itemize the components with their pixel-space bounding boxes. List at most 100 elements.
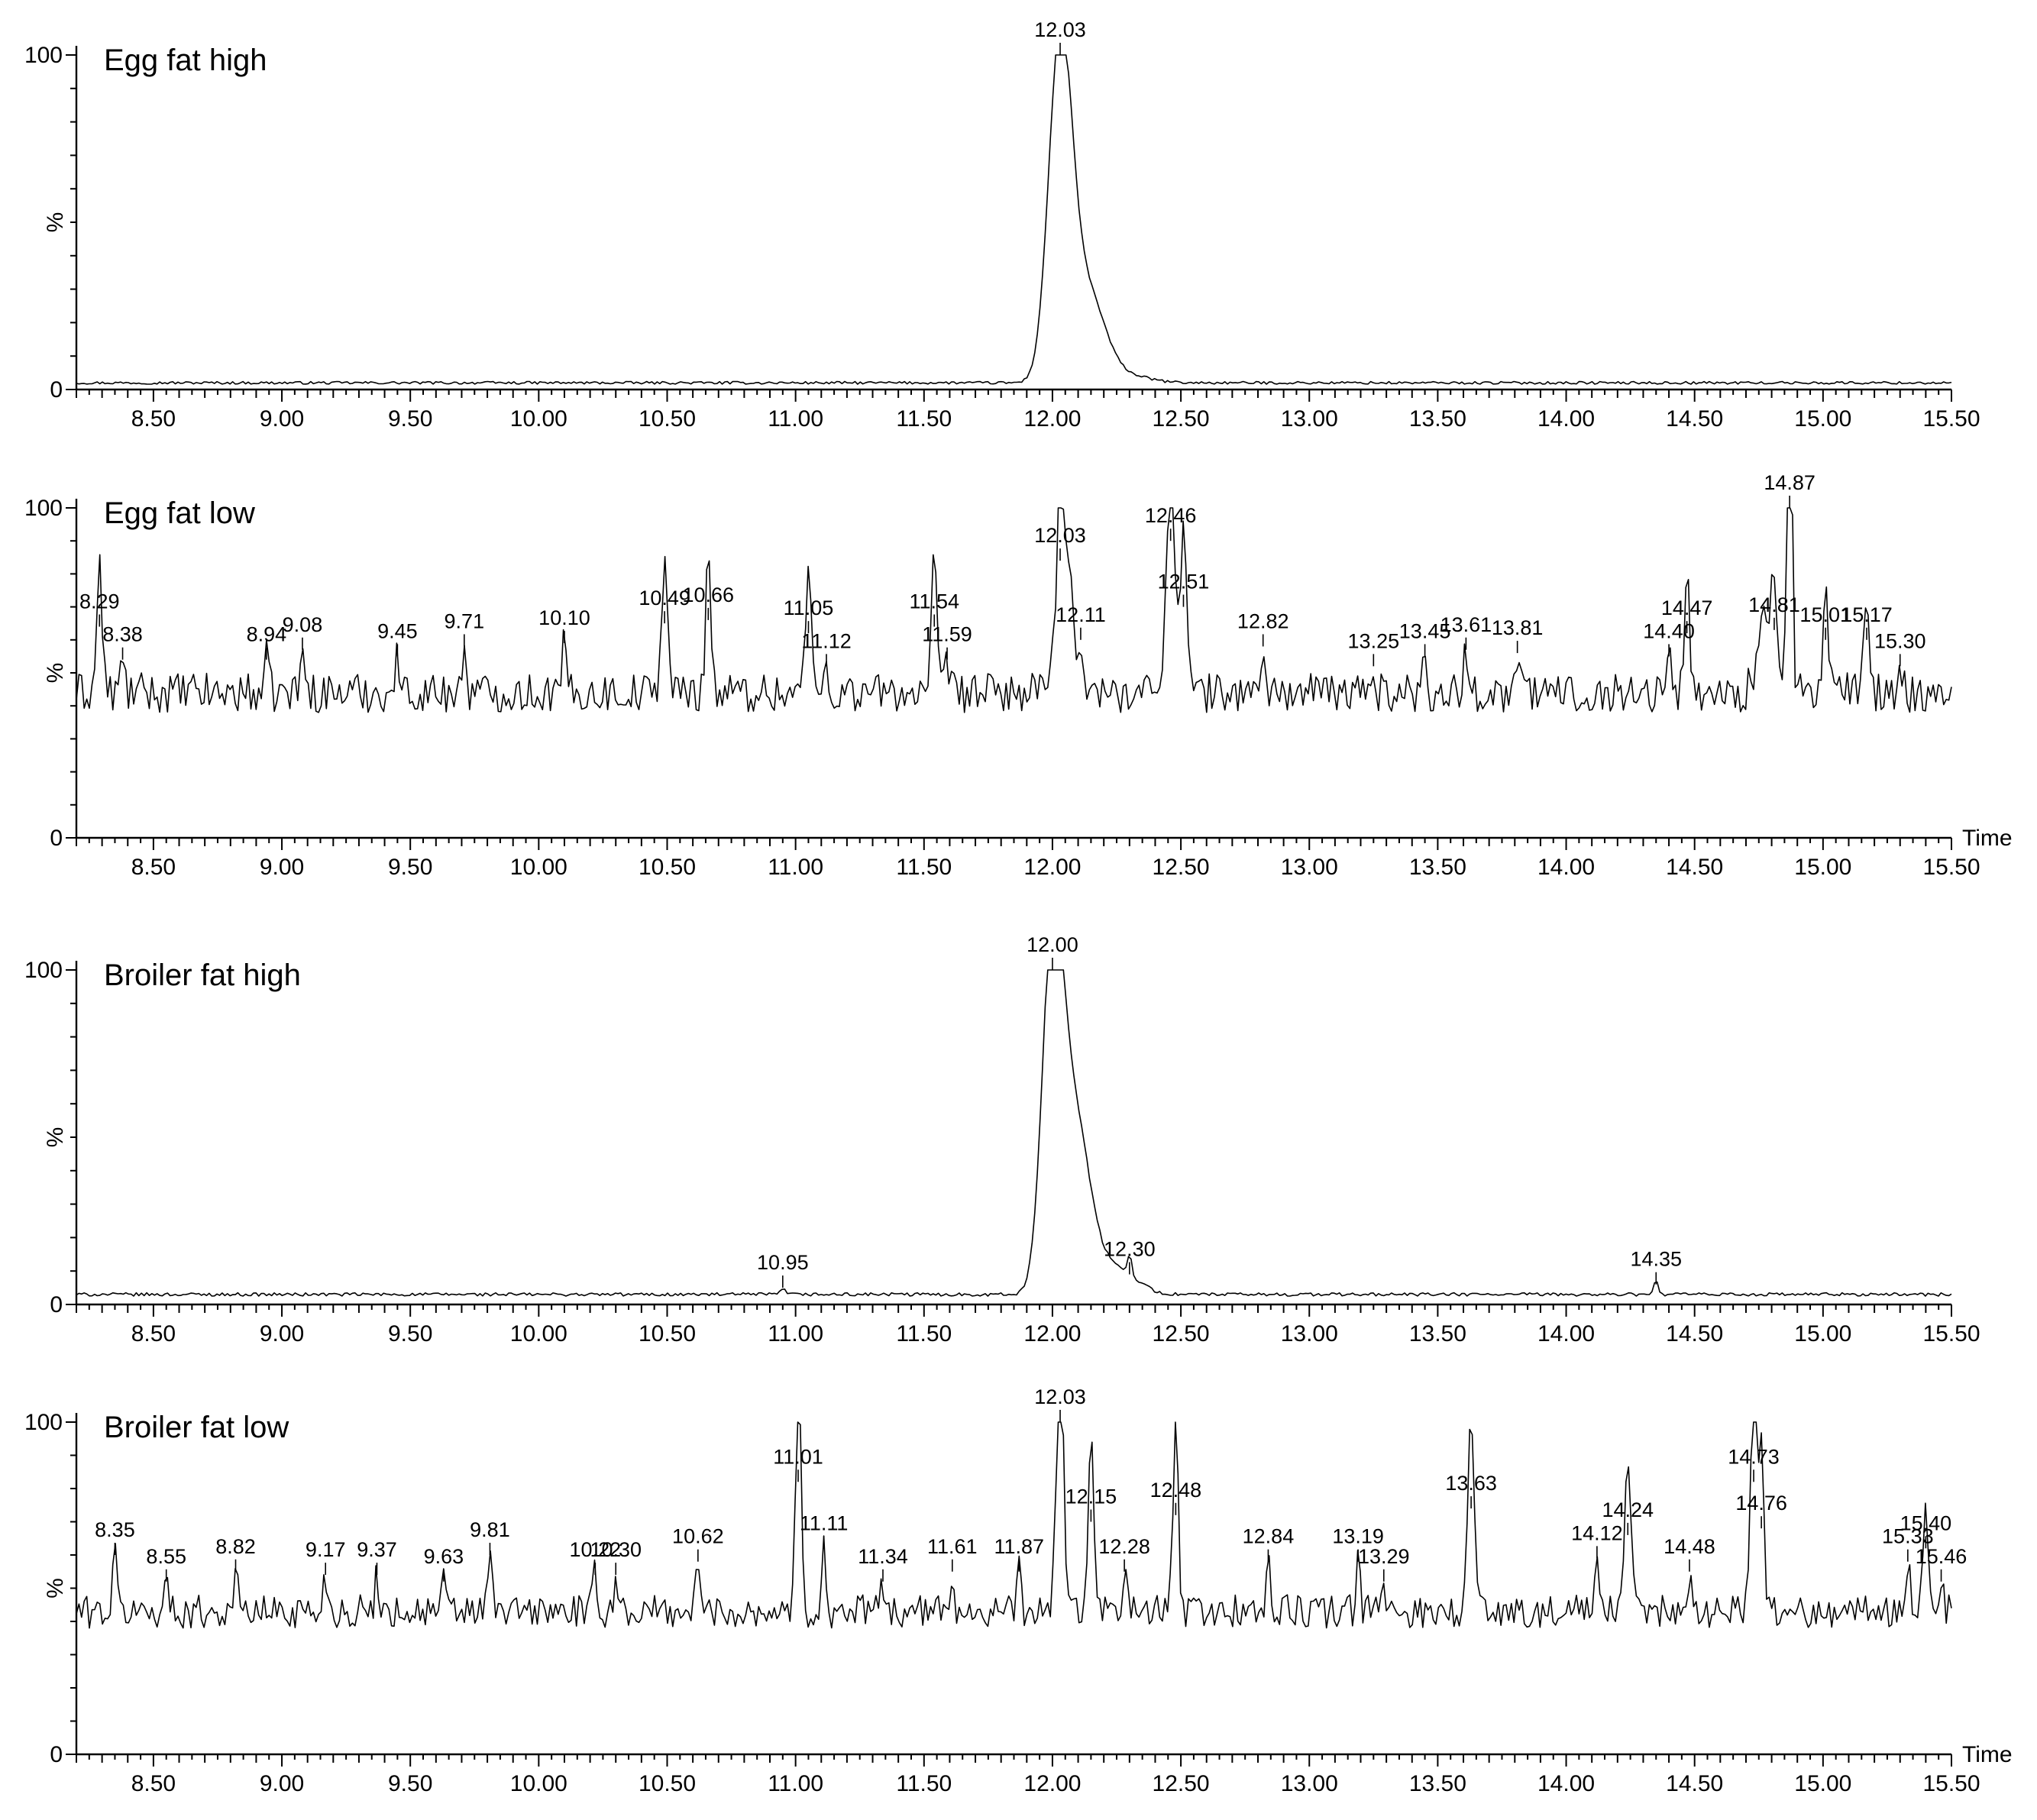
peak-label: 12.51 [1158, 571, 1210, 593]
peak-label: 14.48 [1664, 1535, 1715, 1558]
x-tick-label: 15.00 [1794, 1321, 1851, 1346]
peak-label: 9.81 [470, 1518, 510, 1541]
x-tick-label: 9.00 [260, 406, 304, 432]
peak-label: 11.05 [784, 596, 834, 619]
x-tick-label: 11.50 [896, 1771, 952, 1796]
x-tick-label: 10.50 [639, 855, 696, 880]
y-tick-label: 100 [24, 1410, 63, 1435]
peak-label: 8.82 [215, 1535, 256, 1558]
peak-label: 8.29 [79, 590, 120, 613]
peak-label: 10.10 [538, 606, 590, 629]
peak-label: 13.29 [1358, 1545, 1410, 1568]
x-tick-label: 15.50 [1922, 406, 1980, 432]
x-tick-label: 8.50 [131, 855, 176, 880]
x-tick-label: 11.00 [768, 1771, 823, 1796]
peak-label: 11.61 [927, 1535, 978, 1558]
peak-label: 15.40 [1900, 1511, 1952, 1534]
chart-panel-2: 0 100% 8.50 9.00 9.50 10.00 10.50 11.00 11.50 12.… [24, 471, 2013, 880]
signal-trace [76, 1421, 1952, 1629]
x-tick-label: 10.00 [510, 406, 567, 432]
chart-panel-3: 0 100% 8.50 9.00 9.50 10.00 10.50 11.00 11.50 12.… [24, 933, 1980, 1346]
peak-label: 9.63 [424, 1545, 464, 1568]
peak-label: 9.45 [377, 619, 418, 642]
peak-label: 14.76 [1735, 1492, 1787, 1515]
x-tick-label: 10.50 [639, 1321, 696, 1346]
peak-label: 12.82 [1237, 609, 1289, 632]
peak-label: 8.55 [146, 1545, 186, 1568]
x-axis-label: Time [1962, 826, 2013, 851]
x-tick-label: 14.00 [1537, 855, 1595, 880]
x-tick-label: 13.00 [1281, 406, 1338, 432]
x-tick-label: 11.00 [768, 406, 823, 432]
peak-label: 14.47 [1661, 596, 1713, 619]
peak-label: 11.34 [858, 1545, 908, 1568]
peak-label: 15.46 [1916, 1545, 1967, 1568]
peak-label: 13.19 [1332, 1525, 1384, 1548]
y-tick-label: 100 [24, 43, 63, 68]
x-tick-label: 12.00 [1023, 1771, 1081, 1796]
peak-label: 11.59 [922, 623, 972, 646]
x-tick-label: 12.00 [1023, 1321, 1081, 1346]
peak-label: 12.28 [1098, 1535, 1150, 1558]
x-tick-label: 13.00 [1281, 855, 1338, 880]
x-tick-label: 12.50 [1153, 406, 1210, 432]
x-tick-label: 8.50 [131, 1321, 176, 1346]
x-tick-label: 11.50 [896, 406, 952, 432]
x-tick-label: 12.00 [1023, 855, 1081, 880]
x-tick-label: 12.50 [1153, 855, 1210, 880]
peak-label: 14.12 [1571, 1521, 1623, 1544]
peak-label: 11.01 [773, 1445, 823, 1468]
x-tick-label: 9.00 [260, 1771, 304, 1796]
peak-label: 13.25 [1348, 629, 1400, 652]
peak-label: 12.46 [1145, 504, 1197, 527]
x-tick-label: 10.00 [510, 855, 567, 880]
x-tick-label: 15.50 [1922, 1771, 1980, 1796]
x-tick-label: 14.50 [1666, 855, 1723, 880]
peak-label: 15.30 [1874, 629, 1926, 652]
peak-label: 12.03 [1034, 18, 1086, 41]
x-tick-label: 9.50 [388, 1771, 432, 1796]
y-tick-label: 0 [50, 1292, 63, 1317]
x-tick-label: 12.50 [1153, 1771, 1210, 1796]
x-tick-label: 11.50 [896, 1321, 952, 1346]
peak-label: 14.35 [1630, 1248, 1682, 1271]
x-tick-label: 10.00 [510, 1771, 567, 1796]
x-tick-label: 11.00 [768, 1321, 823, 1346]
peak-label: 9.08 [283, 613, 323, 636]
peak-label: 12.15 [1065, 1485, 1117, 1508]
x-tick-label: 12.50 [1153, 1321, 1210, 1346]
y-tick-label: 0 [50, 1742, 63, 1767]
y-tick-label: 0 [50, 377, 63, 402]
x-tick-label: 14.00 [1537, 406, 1595, 432]
peak-label: 15.33 [1882, 1525, 1934, 1548]
panel-title: Egg fat high [104, 44, 267, 77]
peak-label: 13.45 [1399, 619, 1451, 642]
x-tick-label: 13.00 [1281, 1771, 1338, 1796]
x-tick-label: 9.50 [388, 406, 432, 432]
peak-label: 9.37 [357, 1538, 397, 1561]
peak-label: 11.54 [909, 590, 959, 613]
peak-label: 8.35 [95, 1518, 135, 1541]
peak-label: 11.12 [801, 629, 852, 652]
y-axis-label: % [43, 212, 68, 233]
x-tick-label: 9.50 [388, 855, 432, 880]
peak-label: 14.40 [1643, 619, 1695, 642]
chart-panel-4: 0 100% 8.50 9.00 9.50 10.00 10.50 11.00 11.50 12.… [24, 1385, 2013, 1796]
signal-trace [76, 969, 1952, 1297]
x-tick-label: 15.50 [1922, 1321, 1980, 1346]
y-axis-label: % [43, 1127, 68, 1148]
peak-label: 12.00 [1027, 933, 1078, 956]
y-axis-label: % [43, 663, 68, 684]
x-tick-label: 13.50 [1409, 855, 1466, 880]
peak-label: 12.11 [1056, 603, 1106, 626]
x-tick-label: 14.00 [1537, 1771, 1595, 1796]
x-tick-label: 8.50 [131, 1771, 176, 1796]
chart-panel-1: 0 100% 8.50 9.00 9.50 10.00 10.50 11.00 11.50 12.… [24, 18, 1980, 432]
peak-label: 13.81 [1492, 616, 1544, 639]
peak-label: 10.30 [590, 1538, 642, 1561]
panel-title: Egg fat low [104, 496, 255, 530]
peak-label: 9.17 [306, 1538, 346, 1561]
y-axis-label: % [43, 1578, 68, 1599]
peak-label: 14.24 [1602, 1498, 1654, 1521]
